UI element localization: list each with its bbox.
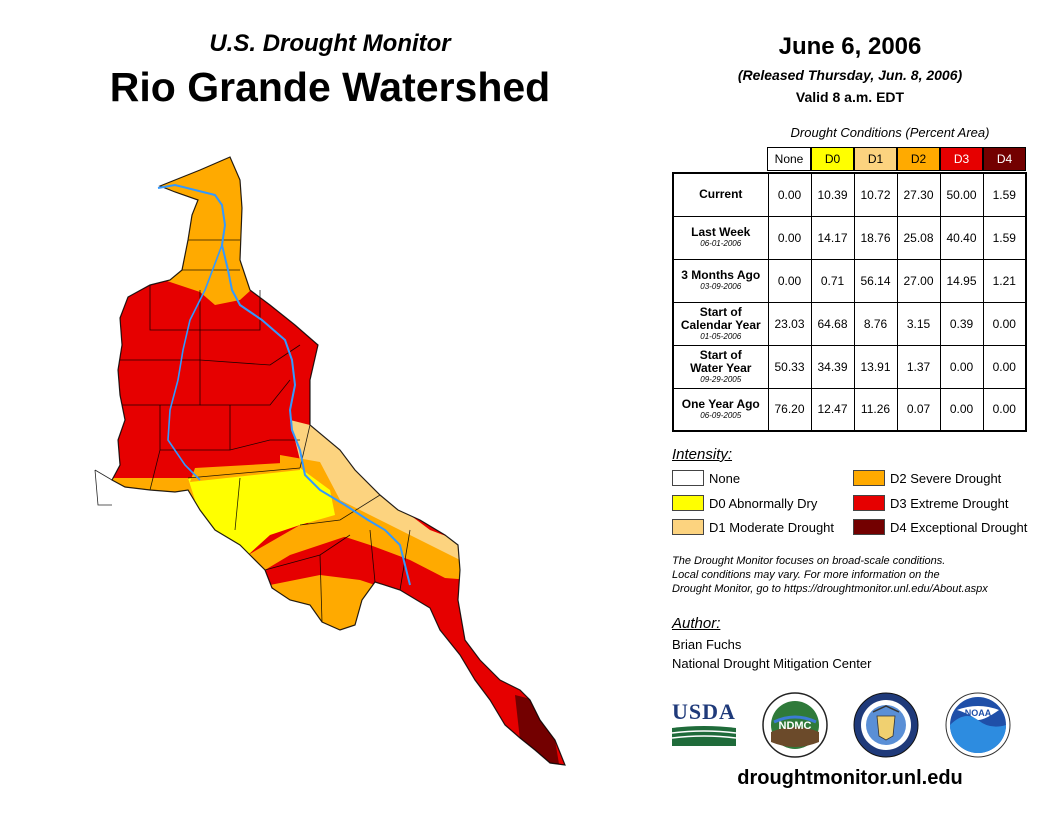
- table-row: Start of Water Year 09-29-2005 50.33 34.39…: [672, 344, 1027, 389]
- table-cell: 18.76: [853, 215, 898, 260]
- valid-time: Valid 8 a.m. EDT: [795, 89, 905, 105]
- table-cell: 0.00: [767, 215, 812, 260]
- legend-item-d2: D2 Severe Drought: [853, 470, 1001, 486]
- table-cell: 1.37: [896, 344, 941, 389]
- row-label: Start of Calendar Year 01-05-2006: [672, 301, 769, 346]
- table-row: 3 Months Ago 03-09-2006 0.00 0.71 56.14 2…: [672, 258, 1027, 303]
- usda-logo: USDA: [671, 700, 737, 748]
- usda-field-icon: [671, 726, 737, 746]
- table-row: One Year Ago 06-09-2005 76.20 12.47 11.26…: [672, 387, 1027, 432]
- table-cell: 0.07: [896, 387, 941, 432]
- table-cell: 0.00: [982, 301, 1027, 346]
- map-subtitle: U.S. Drought Monitor: [209, 30, 451, 57]
- table-cell: 34.39: [810, 344, 855, 389]
- table-cell: 11.26: [853, 387, 898, 432]
- table-cell: 14.95: [939, 258, 984, 303]
- table-cell: 76.20: [767, 387, 812, 432]
- legend-item-d4: D4 Exceptional Drought: [853, 519, 1027, 535]
- col-header-d1: D1: [854, 147, 897, 171]
- table-cell: 0.39: [939, 301, 984, 346]
- col-header-d4: D4: [983, 147, 1026, 171]
- table-cell: 1.59: [982, 215, 1027, 260]
- table-cell: 27.00: [896, 258, 941, 303]
- author-name: Brian Fuchs: [672, 637, 742, 652]
- table-cell: 0.00: [939, 387, 984, 432]
- table-cell: 1.59: [982, 172, 1027, 217]
- map-date: June 6, 2006: [778, 33, 922, 60]
- watershed-map: [94, 156, 566, 766]
- col-header-d0: D0: [811, 147, 854, 171]
- row-label: 3 Months Ago 03-09-2006: [672, 258, 769, 303]
- author-organization: National Drought Mitigation Center: [672, 656, 872, 671]
- legend-item-d1: D1 Moderate Drought: [672, 519, 834, 535]
- table-cell: 3.15: [896, 301, 941, 346]
- table-cell: 10.39: [810, 172, 855, 217]
- svg-text:NOAA: NOAA: [965, 708, 992, 718]
- table-cell: 10.72: [853, 172, 898, 217]
- table-cell: 27.30: [896, 172, 941, 217]
- ndmc-logo: NDMC: [762, 692, 828, 758]
- col-header-none: None: [767, 147, 811, 171]
- svg-text:NDMC: NDMC: [779, 720, 812, 732]
- table-cell: 50.33: [767, 344, 812, 389]
- table-cell: 0.00: [939, 344, 984, 389]
- map-title: Rio Grande Watershed: [109, 64, 551, 110]
- noaa-logo: NOAA: [945, 692, 1011, 758]
- table-cell: 1.21: [982, 258, 1027, 303]
- legend-swatch: [853, 519, 885, 535]
- table-cell: 8.76: [853, 301, 898, 346]
- tributary-line: [167, 244, 223, 481]
- table-cell: 25.08: [896, 215, 941, 260]
- table-cell: 0.00: [767, 258, 812, 303]
- legend-item-none: None: [672, 470, 740, 486]
- table-cell: 0.00: [982, 344, 1027, 389]
- legend-swatch: [853, 495, 885, 511]
- table-cell: 13.91: [853, 344, 898, 389]
- river-line: [157, 183, 411, 586]
- legend-swatch: [672, 519, 704, 535]
- table-cell: 56.14: [853, 258, 898, 303]
- table-cell: 14.17: [810, 215, 855, 260]
- table-row: Start of Calendar Year 01-05-2006 23.03 64…: [672, 301, 1027, 346]
- drought-table: Current 0.00 10.39 10.72 27.30 50.00 1.5…: [672, 172, 1027, 432]
- table-cell: 50.00: [939, 172, 984, 217]
- legend-title: Intensity:: [672, 446, 733, 463]
- table-cell: 0.00: [767, 172, 812, 217]
- table-cell: 0.00: [982, 387, 1027, 432]
- legend-item-d0: D0 Abnormally Dry: [672, 495, 817, 511]
- row-label: Last Week 06-01-2006: [672, 215, 769, 260]
- footer-url[interactable]: droughtmonitor.unl.edu: [737, 767, 963, 789]
- row-label: Current: [672, 172, 769, 217]
- table-cell: 23.03: [767, 301, 812, 346]
- legend-swatch: [672, 470, 704, 486]
- table-row: Current 0.00 10.39 10.72 27.30 50.00 1.5…: [672, 172, 1027, 217]
- table-caption: Drought Conditions (Percent Area): [790, 125, 990, 140]
- row-label: Start of Water Year 09-29-2005: [672, 344, 769, 389]
- commerce-seal-logo: [853, 692, 919, 758]
- disclaimer-note: The Drought Monitor focuses on broad-sca…: [672, 555, 988, 595]
- col-header-d2: D2: [897, 147, 940, 171]
- legend-swatch: [672, 495, 704, 511]
- author-label: Author:: [672, 615, 721, 632]
- col-header-d3: D3: [940, 147, 983, 171]
- row-label: One Year Ago 06-09-2005: [672, 387, 769, 432]
- table-cell: 0.71: [810, 258, 855, 303]
- table-cell: 40.40: [939, 215, 984, 260]
- table-cell: 12.47: [810, 387, 855, 432]
- legend-swatch: [853, 470, 885, 486]
- table-row: Last Week 06-01-2006 0.00 14.17 18.76 25.…: [672, 215, 1027, 260]
- release-date: (Released Thursday, Jun. 8, 2006): [737, 67, 963, 83]
- table-cell: 64.68: [810, 301, 855, 346]
- legend-item-d3: D3 Extreme Drought: [853, 495, 1009, 511]
- eagle-seal-icon: [876, 715, 896, 741]
